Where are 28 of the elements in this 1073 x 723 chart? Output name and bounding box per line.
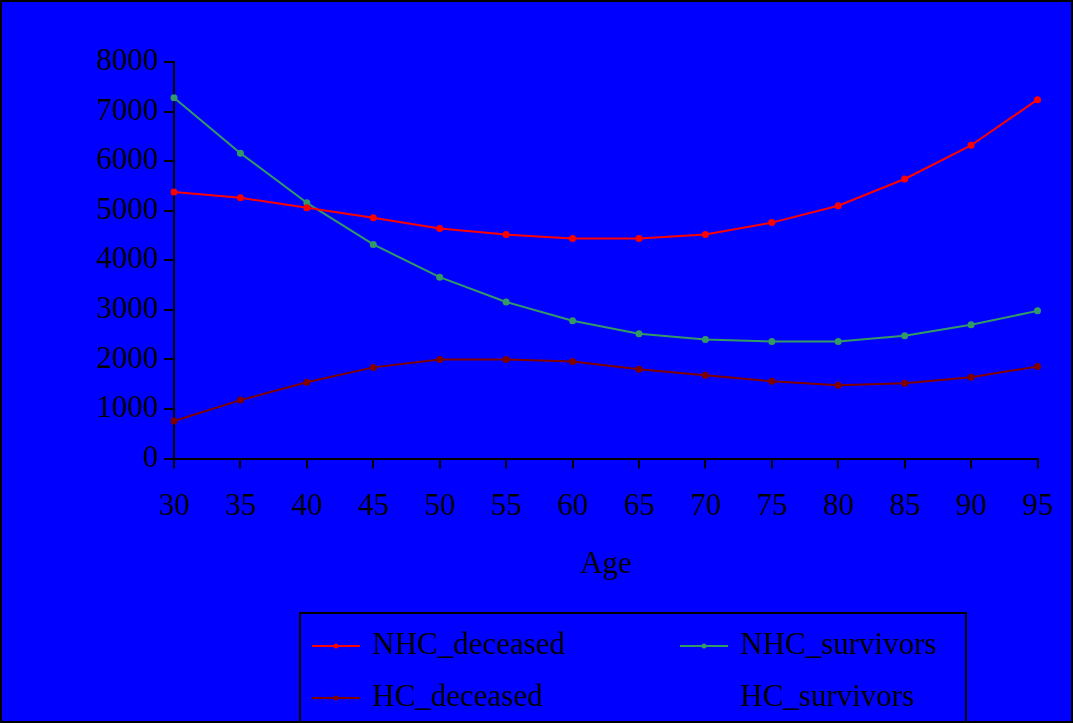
x-tick-label: 45 — [357, 487, 389, 523]
x-tick-label: 95 — [1022, 487, 1053, 523]
y-tick-label: 7000 — [96, 91, 158, 127]
x-tick-label: 35 — [224, 487, 256, 523]
x-tick-label: 50 — [424, 487, 456, 523]
x-tick-label: 75 — [756, 487, 788, 523]
y-tick-label: 8000 — [96, 42, 158, 78]
y-tick-label: 5000 — [96, 190, 158, 226]
x-tick-label: 70 — [689, 487, 721, 523]
x-tick-label: 80 — [822, 487, 854, 523]
x-tick-label: 40 — [291, 487, 323, 523]
y-tick-label: 4000 — [96, 240, 158, 276]
y-tick-label: 6000 — [96, 141, 158, 177]
y-tick-label: 3000 — [96, 290, 158, 326]
text: HC_survivors — [740, 678, 914, 714]
legend-label: NHC_deceased — [372, 626, 566, 662]
legend-label: NHC_survivors — [740, 626, 937, 662]
y-tick-label: 1000 — [96, 389, 158, 425]
y-tick-label: 0 — [142, 438, 158, 474]
y-tick-label: 2000 — [96, 339, 158, 375]
x-tick-label: 85 — [889, 487, 921, 523]
x-tick-label: 90 — [955, 487, 987, 523]
x-axis-title: Age — [579, 544, 632, 580]
x-tick-label: 65 — [623, 487, 655, 523]
x-tick-label: 30 — [158, 487, 190, 523]
legend-label: HC_deceased — [372, 678, 543, 714]
x-tick-label: 55 — [490, 487, 522, 523]
x-tick-label: 60 — [557, 487, 589, 523]
